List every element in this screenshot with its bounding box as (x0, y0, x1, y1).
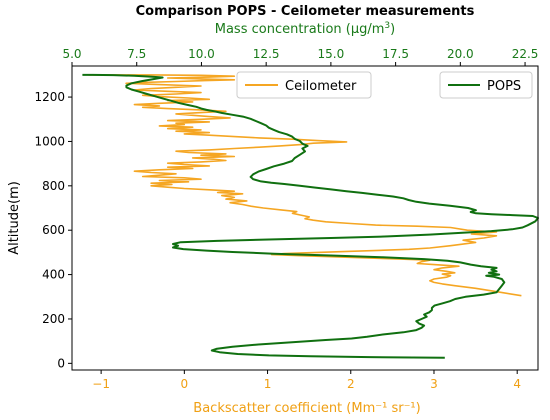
top-tick-label: 7.5 (127, 47, 146, 61)
series-layer (82, 73, 539, 359)
y-tick-label: 0 (57, 356, 65, 370)
y-tick-label: 200 (42, 312, 65, 326)
top-tick-label: 5.0 (62, 47, 81, 61)
bottom-tick-label: 0 (181, 377, 189, 391)
top-tick-label: 12.5 (253, 47, 280, 61)
series-line-ceilometer (88, 74, 522, 297)
top-axis-label-superscript: 3 (384, 21, 390, 31)
legend-pops-box (439, 71, 533, 99)
y-tick-label: 600 (42, 223, 65, 237)
legend-ceilometer-label: Ceilometer (285, 79, 357, 94)
legend-pops: POPS (439, 71, 533, 99)
top-tick-label: 10.0 (188, 47, 215, 61)
y-tick-label: 1000 (34, 134, 65, 148)
bottom-axis-label: Backscatter coefficient (Mm⁻¹ sr⁻¹) (193, 401, 420, 416)
top-tick-label: 20.0 (447, 47, 474, 61)
y-tick-label: 800 (42, 179, 65, 193)
top-tick-label: 15.0 (318, 47, 345, 61)
bottom-tick-label: 4 (513, 377, 521, 391)
y-tick-label: 400 (42, 268, 65, 282)
top-axis-label-close: ) (390, 22, 395, 37)
bottom-tick-label: 3 (430, 377, 438, 391)
top-ticks: 5.0 7.5 10.0 12.5 15.0 17.5 20.0 22.5 (62, 47, 538, 66)
chart-title: Comparison POPS - Ceilometer measurement… (136, 4, 475, 19)
legend-ceilometer: Ceilometer (236, 71, 372, 99)
bottom-tick-label: 2 (347, 377, 355, 391)
legend-pops-label: POPS (487, 79, 521, 94)
top-axis-label: Mass concentration (μg/m3) (215, 21, 395, 37)
legend-ceilometer-box (236, 71, 372, 99)
y-axis-label: Altitude(m) (7, 181, 22, 255)
bottom-tick-label: −1 (92, 377, 110, 391)
top-tick-label: 22.5 (512, 47, 539, 61)
left-ticks: 0 200 400 600 800 1000 1200 (34, 90, 72, 370)
bottom-tick-label: 1 (264, 377, 272, 391)
top-tick-label: 17.5 (382, 47, 409, 61)
series-line-pops (82, 73, 539, 359)
bottom-ticks: −1 0 1 2 3 4 (92, 370, 521, 391)
plot-frame (71, 65, 539, 371)
y-tick-label: 1200 (34, 90, 65, 104)
